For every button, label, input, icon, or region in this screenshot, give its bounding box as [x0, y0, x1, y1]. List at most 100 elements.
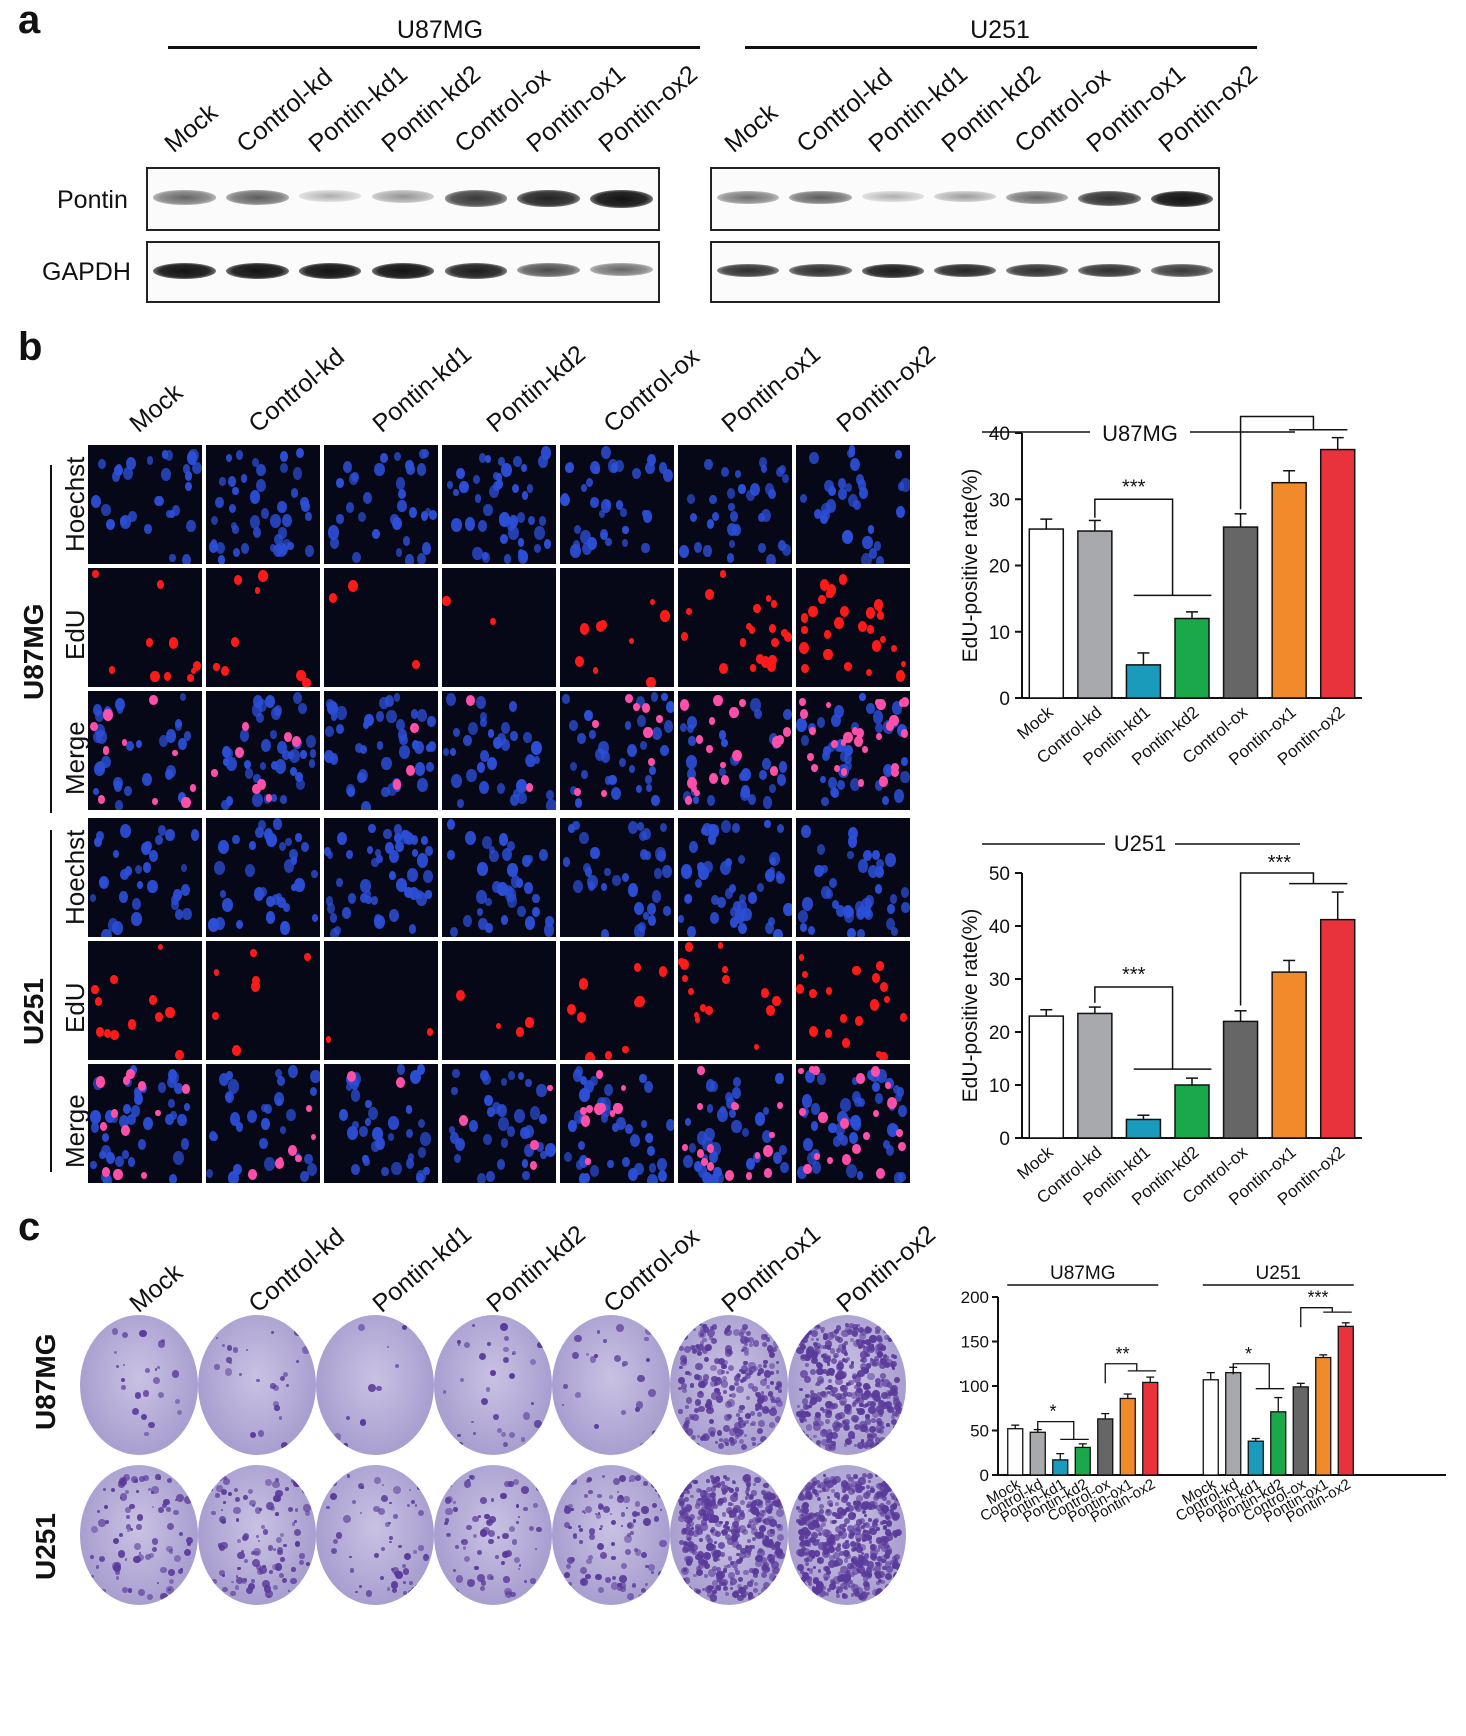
colony-spot: [835, 1593, 840, 1598]
nucleus-dot: [249, 490, 260, 504]
nucleus-dot: [709, 1151, 719, 1163]
colony-spot: [884, 1401, 892, 1408]
colony-spot: [330, 1493, 337, 1500]
nucleus-dot: [253, 773, 261, 784]
colony-spot: [894, 1498, 902, 1507]
colony-spot: [741, 1369, 746, 1375]
colony-spot: [290, 1577, 297, 1584]
colony-spot: [611, 1555, 616, 1561]
colony-spot: [752, 1340, 760, 1347]
nucleus-dot: [508, 700, 517, 712]
nucleus-dot: [365, 896, 372, 905]
colony-spot: [216, 1485, 223, 1492]
edu-dot: [781, 628, 788, 637]
nucleus-dot: [146, 455, 154, 465]
nucleus-dot: [277, 897, 286, 908]
edu-dot: [91, 569, 99, 579]
nucleus-dot: [847, 826, 859, 840]
colony-spot: [490, 1370, 496, 1376]
colony-spot: [823, 1566, 830, 1573]
edu-dot: [873, 599, 884, 611]
nucleus-dot: [427, 716, 436, 728]
nucleus-dot: [336, 478, 344, 489]
colony-spot: [766, 1345, 774, 1352]
nucleus-dot: [414, 741, 425, 755]
edu-dot: [149, 694, 158, 705]
colony-spot: [616, 1585, 622, 1591]
colony-spot: [276, 1537, 283, 1544]
colony-spot: [800, 1569, 805, 1574]
nucleus-dot: [218, 1072, 229, 1086]
nucleus-dot: [218, 839, 230, 855]
colony-spot: [580, 1578, 588, 1586]
edu-dot: [696, 1149, 704, 1158]
colony-spot: [408, 1590, 414, 1596]
colony-spot: [746, 1551, 751, 1555]
colony-spot: [761, 1334, 767, 1340]
colony-spot: [776, 1502, 781, 1507]
colony-spot: [774, 1495, 782, 1503]
nucleus-dot: [472, 474, 480, 485]
colony-spot: [585, 1353, 590, 1357]
nucleus-dot: [526, 855, 533, 864]
western-band: [153, 263, 216, 279]
colony-spot: [721, 1497, 727, 1503]
nucleus-dot: [798, 910, 809, 924]
colony-spot: [706, 1486, 712, 1493]
colony-spot: [456, 1340, 461, 1345]
colony-spot: [680, 1511, 688, 1519]
nucleus-dot: [495, 473, 503, 482]
colony-spot: [861, 1502, 869, 1511]
colony-spot: [876, 1526, 880, 1531]
nucleus-dot: [689, 512, 698, 523]
colony-spot: [386, 1345, 390, 1349]
colony-spot: [816, 1324, 822, 1330]
wb-title-u251: U251: [970, 16, 1030, 44]
bar: [1247, 1440, 1264, 1476]
colony-spot: [856, 1537, 861, 1543]
colony-spot: [886, 1533, 894, 1541]
nucleus-dot: [277, 500, 288, 514]
colony-spot: [850, 1562, 858, 1570]
western-band: [861, 191, 924, 202]
nucleus-dot: [748, 891, 758, 904]
colony-spot: [851, 1490, 855, 1494]
colony-spot: [828, 1559, 837, 1568]
nucleus-dot: [283, 902, 290, 912]
nucleus-dot: [371, 1126, 383, 1141]
edu-dot: [325, 1036, 332, 1043]
colony-spot: [255, 1564, 261, 1570]
colony-spot: [857, 1369, 866, 1378]
column-label: Mock: [124, 1258, 189, 1319]
edu-dot: [256, 779, 266, 790]
colony-spot: [811, 1338, 815, 1342]
colony-spot: [870, 1401, 876, 1407]
colony-spot: [739, 1511, 745, 1517]
colony-spot: [751, 1490, 757, 1496]
nucleus-dot: [686, 493, 695, 505]
edu-dot: [706, 1162, 715, 1171]
nucleus-dot: [863, 850, 872, 862]
colony-spot: [738, 1420, 747, 1428]
colony-spot: [716, 1552, 721, 1556]
colony-spot: [142, 1390, 150, 1397]
edu-dot: [99, 1122, 107, 1131]
nucleus-dot: [707, 1104, 714, 1113]
colony-spot: [120, 1480, 124, 1484]
y-tick-label: 20: [989, 557, 1010, 578]
micrograph-tile: [442, 818, 556, 937]
colony-spot: [625, 1506, 628, 1510]
edu-dot: [875, 732, 882, 740]
colony-spot: [242, 1532, 250, 1540]
colony-spot: [343, 1515, 352, 1523]
colony-spot: [824, 1387, 828, 1391]
colony-spot: [769, 1503, 774, 1508]
nucleus-dot: [658, 462, 668, 474]
nucleus-dot: [707, 795, 716, 806]
colony-spot: [866, 1473, 873, 1480]
colony-spot: [732, 1427, 739, 1434]
edu-dot: [189, 783, 196, 792]
colony-spot: [760, 1557, 768, 1564]
colony-spot: [125, 1507, 132, 1513]
colony-spot: [223, 1476, 228, 1480]
